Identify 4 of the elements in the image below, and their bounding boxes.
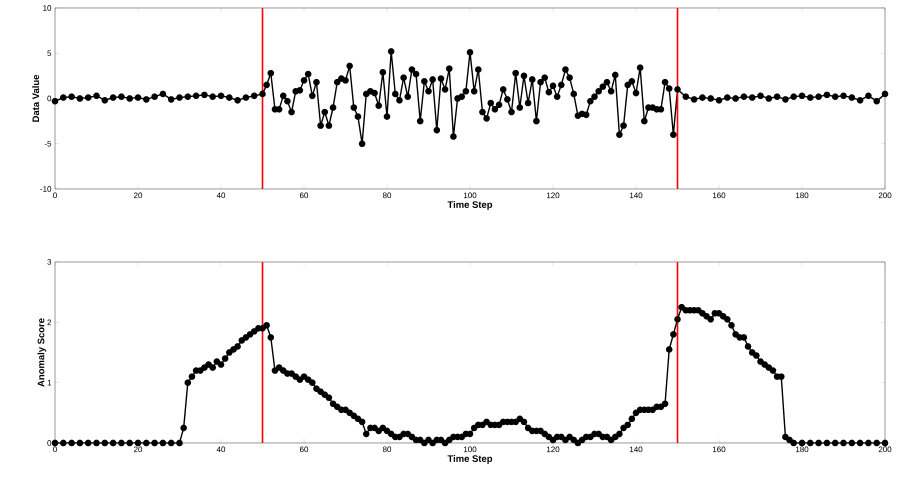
y-axis-title: Anomaly Score — [37, 318, 46, 387]
y-axis-title: Data Value — [32, 74, 40, 122]
x-axis-title: Time Step — [448, 200, 492, 210]
x-axis-title: Time Step — [448, 454, 492, 464]
